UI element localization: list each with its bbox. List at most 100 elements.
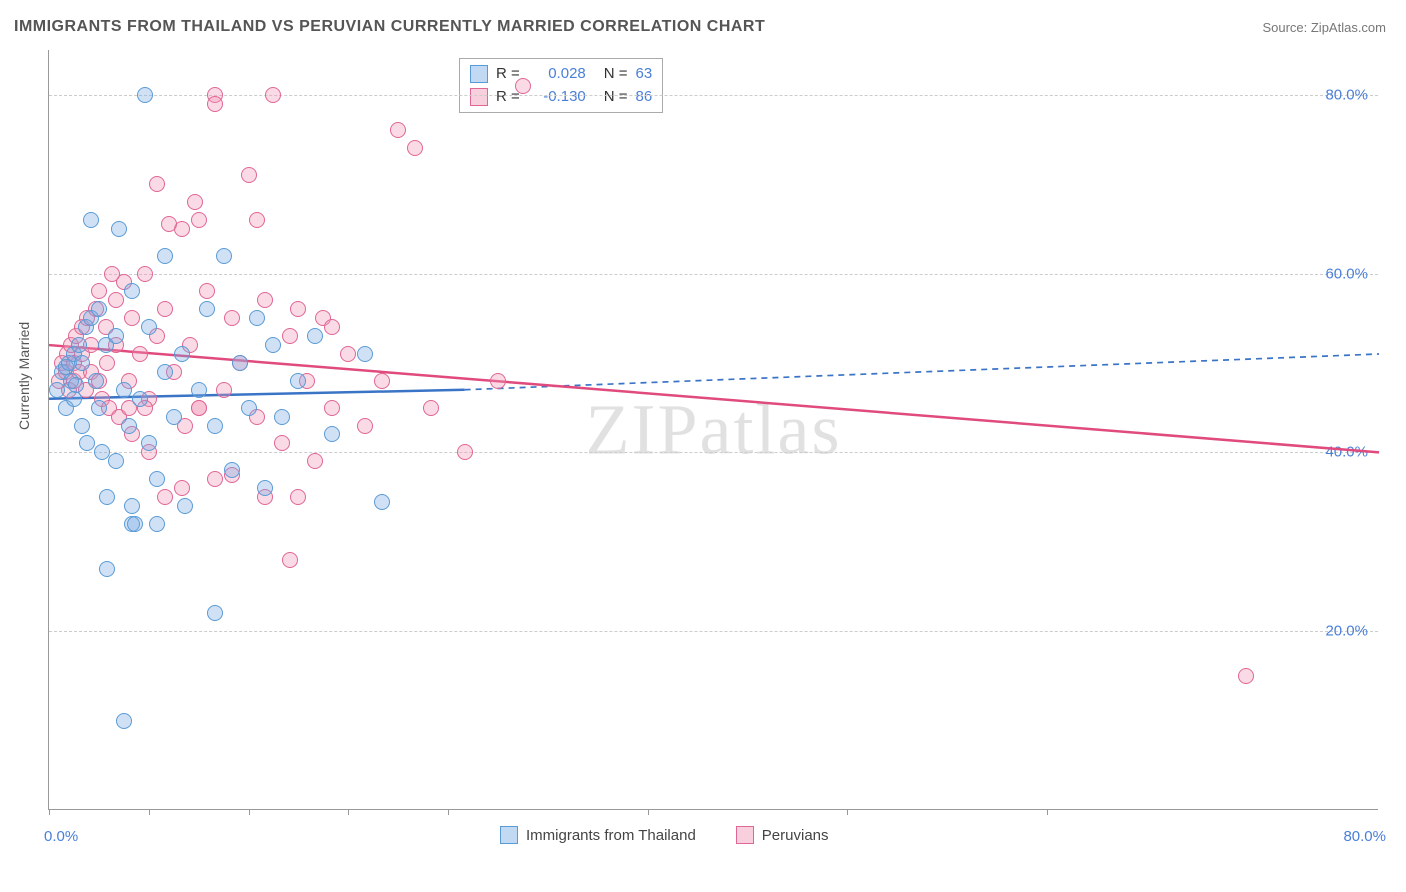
scatter-point [74,418,90,434]
scatter-point [108,453,124,469]
scatter-point [490,373,506,389]
scatter-point [149,516,165,532]
scatter-point [357,346,373,362]
scatter-point [91,283,107,299]
scatter-point [191,400,207,416]
scatter-point [207,418,223,434]
scatter-point [374,373,390,389]
legend-swatch [500,826,518,844]
scatter-point [157,364,173,380]
scatter-point [274,409,290,425]
scatter-point [249,212,265,228]
scatter-point [111,221,127,237]
trend-lines-layer [49,50,1379,810]
scatter-point [216,382,232,398]
scatter-point [282,328,298,344]
scatter-point [187,194,203,210]
legend-label: Immigrants from Thailand [526,827,696,844]
scatter-point [407,140,423,156]
scatter-point [121,418,137,434]
scatter-point [340,346,356,362]
x-axis-max-label: 80.0% [1343,828,1386,845]
trend-line-dashed [465,354,1379,390]
chart-title: IMMIGRANTS FROM THAILAND VS PERUVIAN CUR… [14,18,765,36]
scatter-point [99,561,115,577]
scatter-point [207,471,223,487]
x-axis-origin-label: 0.0% [44,828,78,845]
scatter-point [108,292,124,308]
scatter-point [265,87,281,103]
scatter-point [224,462,240,478]
scatter-point [241,167,257,183]
scatter-point [116,382,132,398]
scatter-point [83,212,99,228]
scatter-point [357,418,373,434]
scatter-point [141,435,157,451]
scatter-point [132,391,148,407]
source-label: Source: [1262,20,1310,35]
scatter-point [141,319,157,335]
legend-label: Peruvians [762,827,829,844]
scatter-point [99,489,115,505]
scatter-point [290,373,306,389]
scatter-point [224,310,240,326]
scatter-point [177,498,193,514]
scatter-point [282,552,298,568]
scatter-point [307,328,323,344]
scatter-point [374,494,390,510]
scatter-point [157,248,173,264]
scatter-point [74,355,90,371]
scatter-point [157,301,173,317]
scatter-point [149,471,165,487]
scatter-point [124,498,140,514]
scatter-point [166,409,182,425]
scatter-point [91,400,107,416]
scatter-point [457,444,473,460]
scatter-point [91,301,107,317]
scatter-point [324,426,340,442]
scatter-point [257,480,273,496]
y-axis-title: Currently Married [16,322,32,430]
legend-item: Immigrants from Thailand [500,826,696,844]
scatter-point [68,377,84,393]
scatter-point [127,516,143,532]
scatter-point [132,346,148,362]
scatter-point [290,301,306,317]
plot-area: ZIPatlas R =0.028N =63R =-0.130N =86 20.… [48,50,1378,810]
scatter-point [137,87,153,103]
scatter-point [307,453,323,469]
bottom-legend: Immigrants from Thailand Peruvians [500,826,829,844]
scatter-point [104,266,120,282]
scatter-point [207,605,223,621]
scatter-point [207,96,223,112]
scatter-point [274,435,290,451]
source-value: ZipAtlas.com [1311,20,1386,35]
scatter-point [265,337,281,353]
scatter-point [1238,668,1254,684]
scatter-point [290,489,306,505]
scatter-point [124,310,140,326]
scatter-point [149,176,165,192]
scatter-point [191,382,207,398]
scatter-point [199,283,215,299]
scatter-point [124,283,140,299]
scatter-point [161,216,177,232]
scatter-point [232,355,248,371]
legend-swatch [736,826,754,844]
scatter-point [257,292,273,308]
scatter-point [249,310,265,326]
scatter-point [79,435,95,451]
trend-line-solid [49,390,465,399]
scatter-point [137,266,153,282]
scatter-point [71,337,87,353]
scatter-point [157,489,173,505]
scatter-point [116,713,132,729]
scatter-point [174,480,190,496]
scatter-point [216,248,232,264]
scatter-point [88,373,104,389]
chart-container: IMMIGRANTS FROM THAILAND VS PERUVIAN CUR… [0,0,1406,892]
scatter-point [423,400,439,416]
scatter-point [174,346,190,362]
scatter-point [241,400,257,416]
scatter-point [108,328,124,344]
